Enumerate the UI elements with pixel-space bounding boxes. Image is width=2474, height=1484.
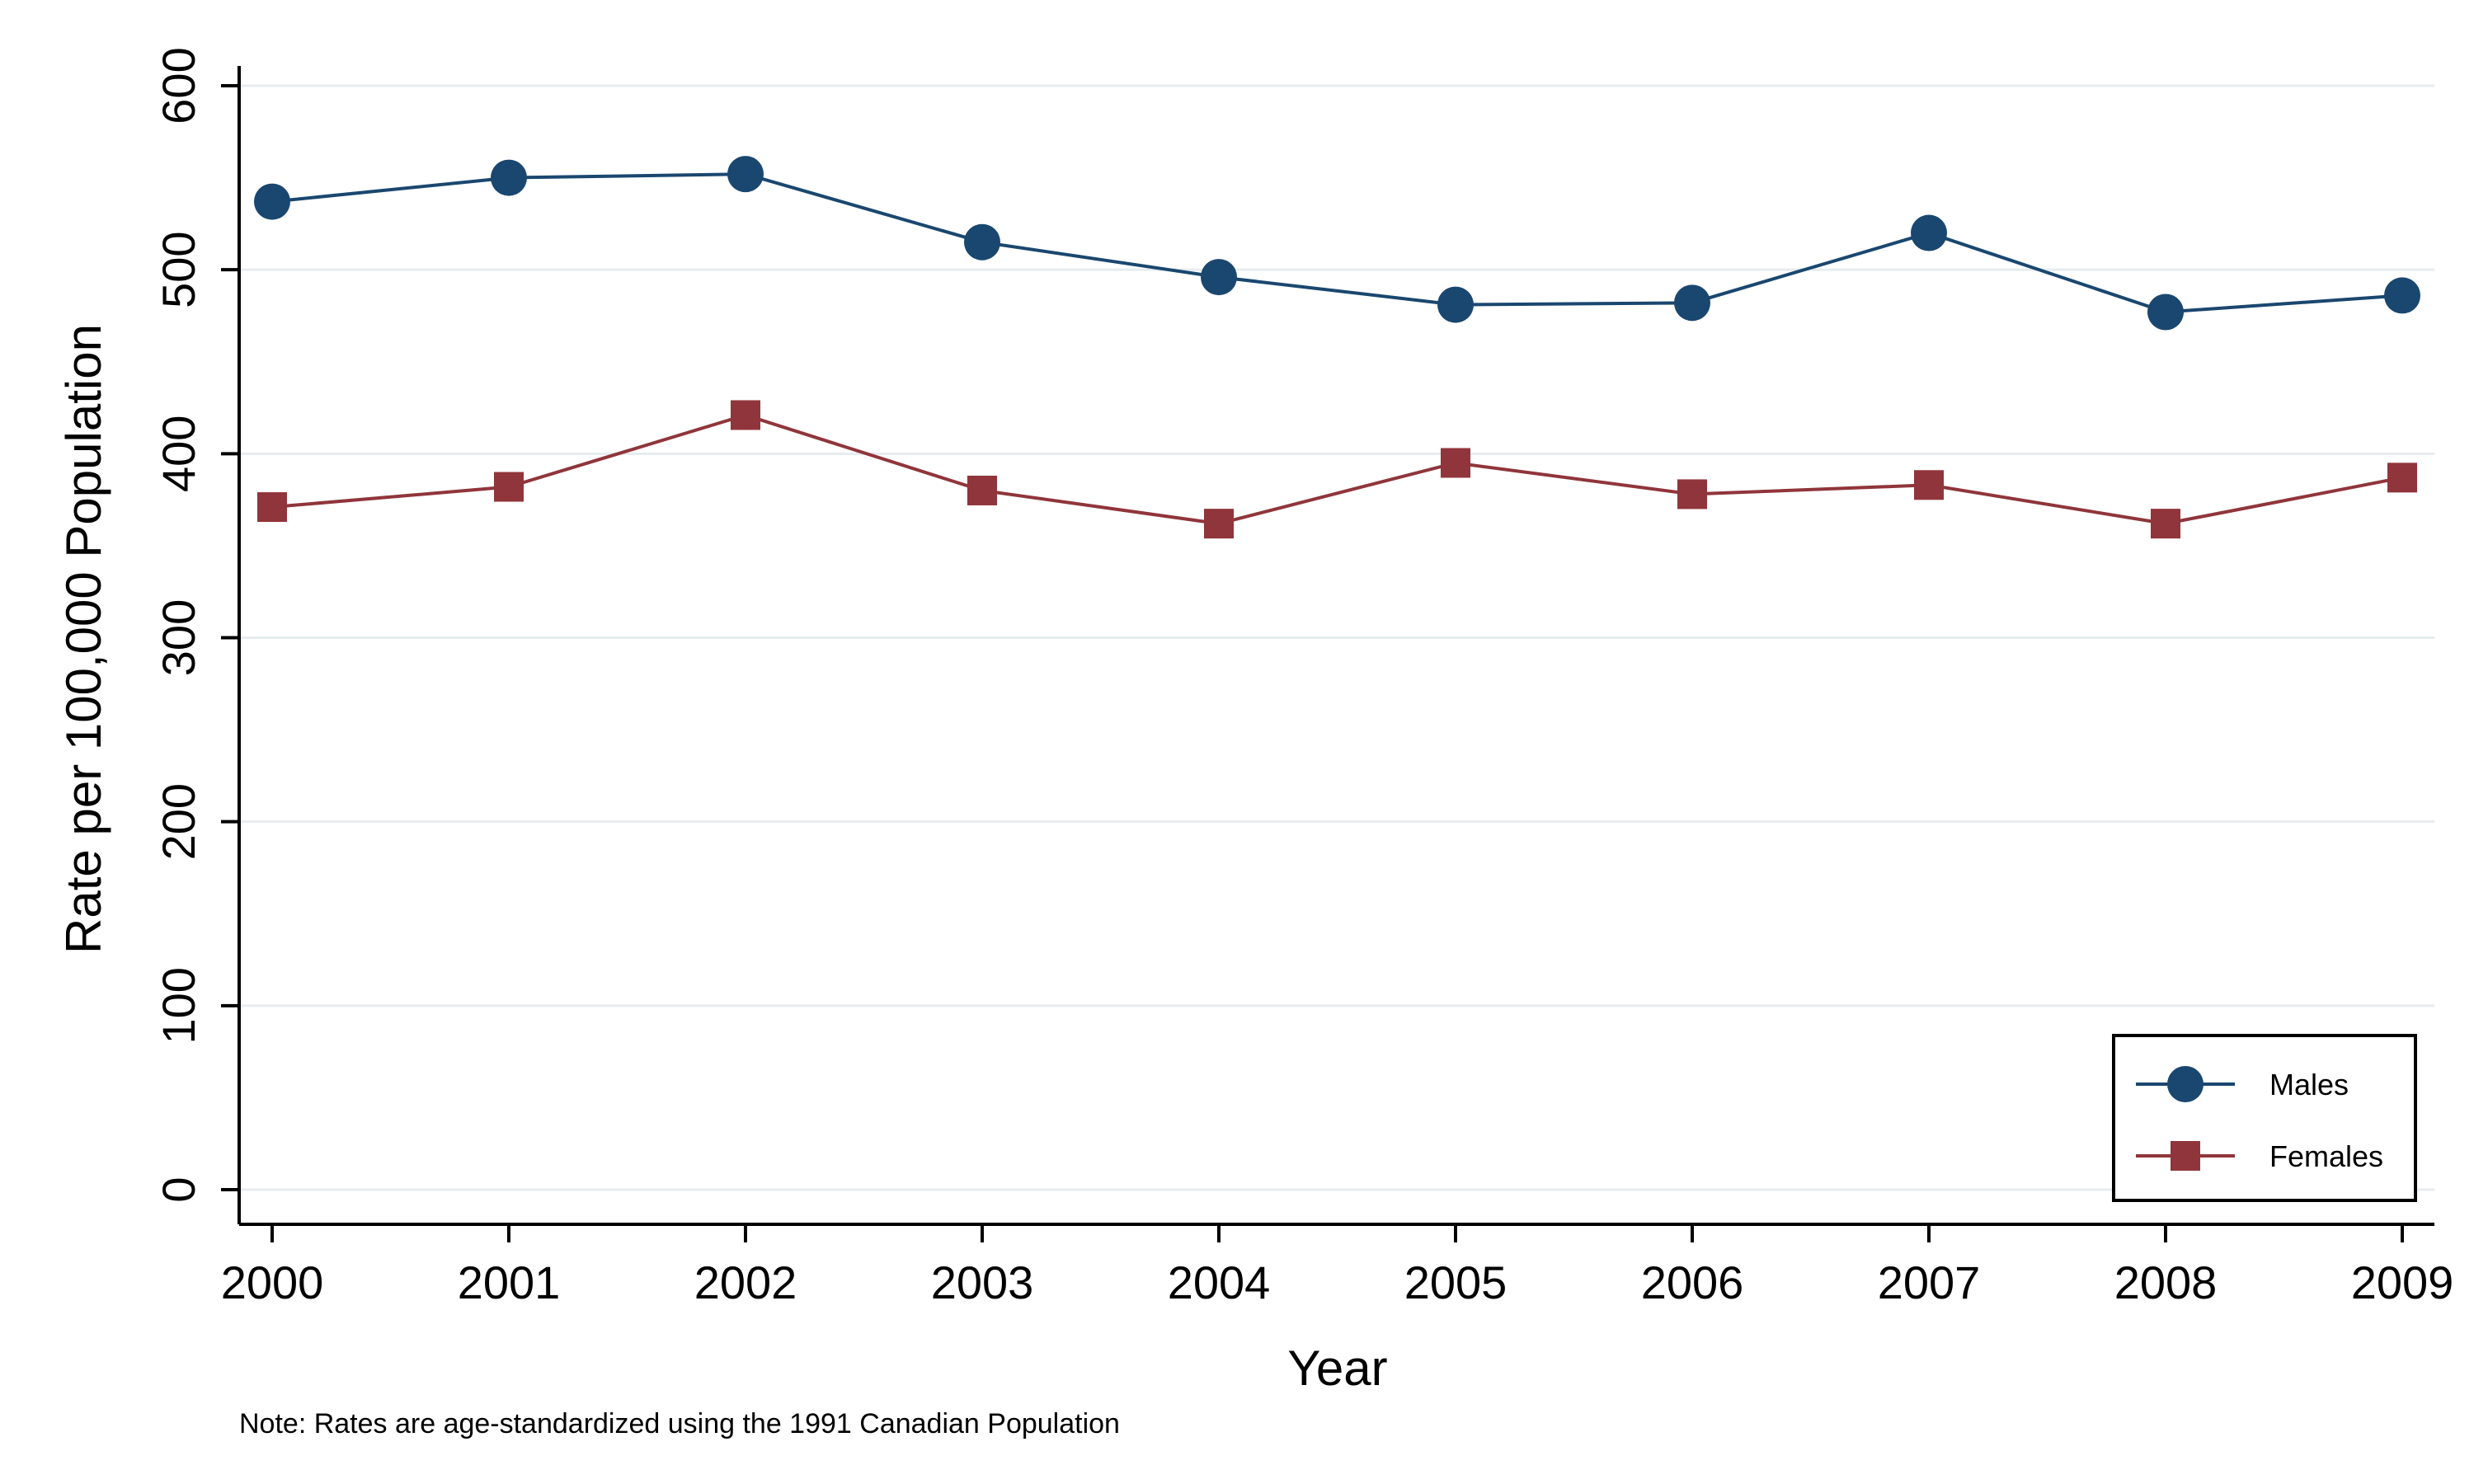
point-males-2000 (254, 183, 290, 220)
x-tick-label-2007: 2007 (1878, 1256, 1981, 1308)
point-males-2001 (491, 159, 527, 196)
x-tick-label-2001: 2001 (458, 1256, 561, 1308)
series-line-females (271, 413, 2403, 526)
x-tick-label-2000: 2000 (221, 1256, 324, 1308)
x-tick-label-2003: 2003 (931, 1256, 1034, 1308)
point-males-2007 (1911, 214, 1947, 251)
legend: Males Females (2112, 1034, 2417, 1202)
y-tick-label-400: 400 (153, 416, 205, 492)
x-axis-title: Year (1287, 1341, 1387, 1396)
point-females-2003 (967, 475, 997, 505)
point-females-2000 (257, 492, 287, 523)
x-ticks: 2000 2001 2002 2003 2004 2005 2006 2007 2008 2009 (221, 1224, 2454, 1308)
point-females-2001 (494, 472, 524, 502)
point-females-2002 (731, 400, 760, 430)
legend-marker-males (2167, 1066, 2204, 1102)
point-males-2005 (1437, 286, 1474, 323)
y-tick-label-600: 600 (153, 47, 205, 124)
point-males-2008 (2147, 294, 2184, 331)
grid-lines (239, 84, 2434, 1191)
point-males-2002 (727, 156, 764, 193)
legend-label-males: Males (2269, 1068, 2349, 1101)
x-tick-label-2004: 2004 (1168, 1256, 1271, 1308)
series-line-males (271, 172, 2403, 314)
point-females-2008 (2151, 509, 2180, 539)
point-females-2004 (1204, 509, 1234, 539)
point-males-2006 (1674, 284, 1710, 322)
point-males-2003 (964, 223, 1000, 261)
legend-marker-females (2171, 1141, 2200, 1171)
point-females-2009 (2387, 463, 2417, 493)
y-tick-label-100: 100 (153, 967, 205, 1044)
x-tick-label-2006: 2006 (1641, 1256, 1744, 1308)
point-females-2005 (1441, 448, 1470, 478)
series-group (254, 156, 2420, 539)
point-females-2006 (1677, 479, 1707, 510)
point-males-2004 (1201, 259, 1237, 296)
y-axis-title: Rate per 100,000 Population (56, 324, 111, 954)
y-tick-label-200: 200 (153, 783, 205, 860)
x-tick-label-2005: 2005 (1404, 1256, 1507, 1308)
y-tick-label-300: 300 (153, 599, 205, 676)
point-males-2009 (2384, 277, 2420, 314)
x-tick-label-2008: 2008 (2114, 1256, 2218, 1308)
x-tick-label-2009: 2009 (2351, 1256, 2454, 1308)
chart-note: Note: Rates are age-standardized using t… (239, 1408, 1120, 1439)
y-tick-label-500: 500 (153, 231, 205, 308)
point-females-2007 (1914, 470, 1944, 500)
legend-box (2112, 1034, 2417, 1202)
y-tick-label-0: 0 (153, 1176, 205, 1202)
y-ticks: 0 100 200 300 400 500 600 (153, 47, 239, 1203)
legend-label-females: Females (2269, 1139, 2383, 1173)
x-tick-label-2002: 2002 (694, 1256, 797, 1308)
axes (238, 66, 2434, 1226)
